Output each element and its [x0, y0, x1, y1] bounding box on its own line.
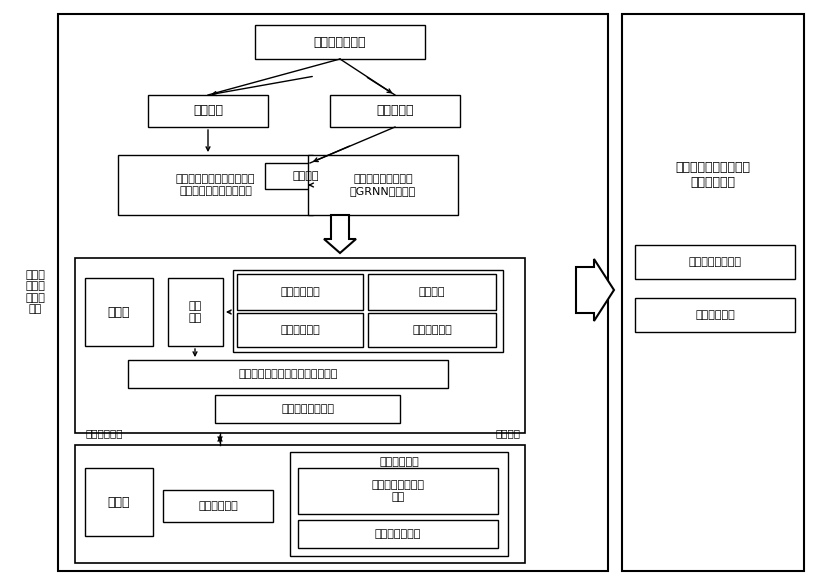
Text: 负荷变化趋势特征: 负荷变化趋势特征	[689, 257, 742, 267]
Bar	[622, 14, 804, 571]
Text: 负荷控制终端: 负荷控制终端	[198, 501, 238, 511]
Text: 建立多时间尺度下多特征指
标的历史数据特征集模型: 建立多时间尺度下多特征指 标的历史数据特征集模型	[175, 174, 255, 196]
Bar	[298, 468, 498, 514]
Bar	[368, 313, 496, 347]
Text: 用户侧满意度: 用户侧满意度	[379, 457, 419, 467]
Text: 电网层: 电网层	[108, 305, 131, 318]
Text: 电采暖负荷分类: 电采暖负荷分类	[313, 36, 366, 49]
Text: 不可控负荷: 不可控负荷	[376, 105, 414, 118]
Bar	[635, 245, 795, 279]
Text: 智慧能源平台: 智慧能源平台	[85, 428, 122, 438]
Bar	[635, 298, 795, 332]
Bar	[58, 14, 608, 571]
Text: 指标计算: 指标计算	[293, 171, 319, 181]
Bar	[168, 278, 223, 346]
Bar	[290, 452, 508, 556]
Bar	[128, 360, 448, 388]
Bar	[330, 95, 460, 127]
Text: 针对可控负荷的有序负荷控制策略: 针对可控负荷的有序负荷控制策略	[238, 369, 338, 379]
Text: 负荷趋势信息: 负荷趋势信息	[280, 287, 320, 297]
Bar	[118, 155, 313, 215]
Text: 可控参数: 可控参数	[419, 287, 446, 297]
Text: 电采暖
双层调
度优化
策略: 电采暖 双层调 度优化 策略	[25, 270, 45, 314]
Bar	[75, 445, 525, 563]
Text: 聚类
分组: 聚类 分组	[188, 301, 202, 323]
Bar	[148, 95, 268, 127]
Text: 用户层: 用户层	[108, 495, 131, 508]
Bar	[255, 25, 425, 59]
Text: 用户电采暖消费认
可度: 用户电采暖消费认 可度	[371, 480, 424, 502]
Bar	[85, 468, 153, 536]
Text: 外界气象参数: 外界气象参数	[280, 325, 320, 335]
Bar	[237, 274, 363, 310]
Bar	[237, 313, 363, 347]
Bar	[75, 258, 525, 433]
Text: 负荷波动特征: 负荷波动特征	[695, 310, 735, 320]
Text: 建筑固有参数: 建筑固有参数	[412, 325, 452, 335]
FancyArrow shape	[576, 259, 614, 321]
Bar	[308, 155, 458, 215]
Bar	[215, 395, 400, 423]
Bar	[298, 520, 498, 548]
Text: 分时阶梯电价制度: 分时阶梯电价制度	[281, 404, 334, 414]
Bar	[265, 163, 347, 189]
Text: 电采暖供暖期间的负荷
调度评价指标: 电采暖供暖期间的负荷 调度评价指标	[676, 161, 751, 189]
Bar	[368, 274, 496, 310]
Text: 动态调整: 动态调整	[495, 428, 520, 438]
Bar	[233, 270, 503, 352]
Bar	[163, 490, 273, 522]
Bar	[85, 278, 153, 346]
Text: 可控负荷: 可控负荷	[193, 105, 223, 118]
FancyArrow shape	[324, 215, 356, 253]
Text: 基于历史数据特征集
的GRNN预测模型: 基于历史数据特征集 的GRNN预测模型	[350, 174, 416, 196]
Text: 调度公平性指标: 调度公平性指标	[375, 529, 421, 539]
